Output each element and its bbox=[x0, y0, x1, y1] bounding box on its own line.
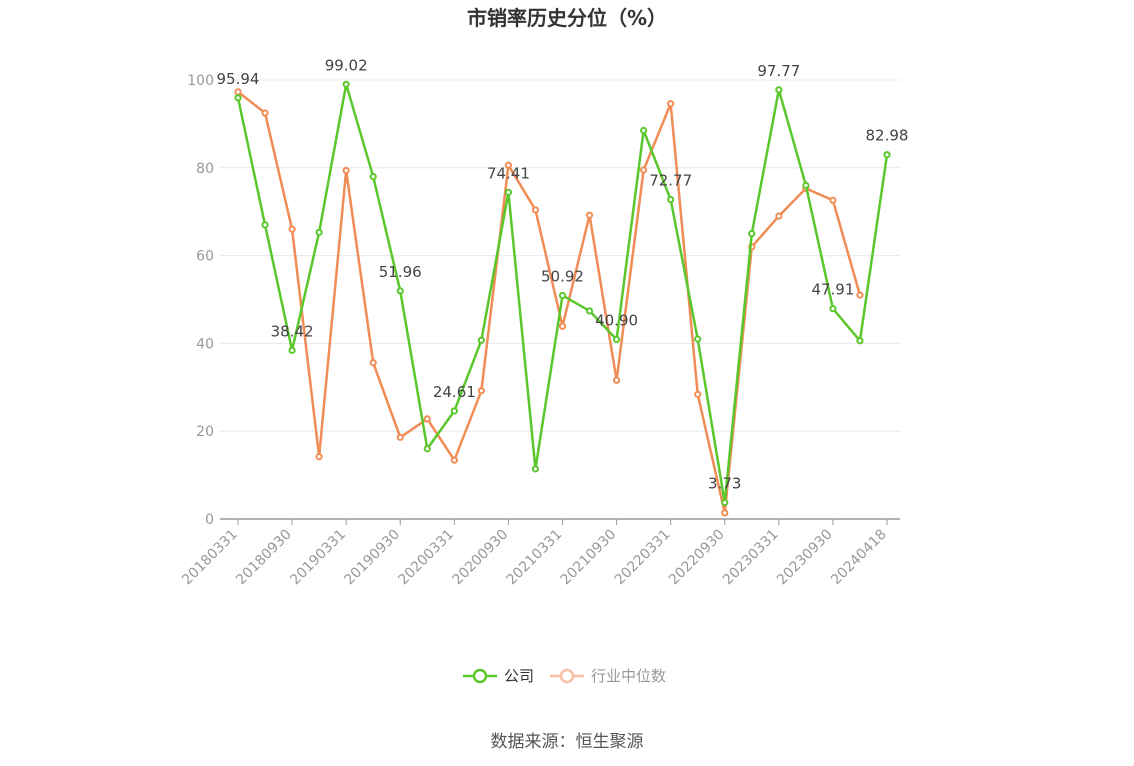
legend-item-industry: 行业中位数 bbox=[550, 667, 666, 685]
data-label: 74.41 bbox=[487, 164, 530, 182]
data-label: 51.96 bbox=[379, 263, 422, 281]
data-label: 97.77 bbox=[757, 62, 800, 80]
data-point bbox=[802, 181, 810, 189]
data-point bbox=[829, 196, 837, 204]
data-point bbox=[829, 305, 837, 313]
legend-item-company: 公司 bbox=[463, 667, 534, 685]
x-tick-label: 20220930 bbox=[666, 527, 728, 589]
grid bbox=[220, 79, 900, 432]
data-point bbox=[288, 225, 296, 233]
x-tick-label: 20190331 bbox=[287, 527, 349, 589]
data-point bbox=[612, 376, 621, 384]
data-label: 72.77 bbox=[649, 172, 692, 190]
legend-marker bbox=[472, 668, 488, 684]
x-tick-label: 20240418 bbox=[828, 527, 890, 589]
x-tick-label: 20210331 bbox=[504, 527, 566, 589]
data-point bbox=[450, 407, 458, 415]
data-point bbox=[261, 221, 269, 229]
x-tick-label: 20180930 bbox=[233, 527, 295, 589]
x-tick-label: 20190930 bbox=[341, 527, 403, 589]
data-point bbox=[640, 126, 648, 135]
data-point bbox=[640, 166, 648, 174]
data-labels: 95.94 38.42 99.02 51.96 24.61 74.41 50.92 40.90… bbox=[217, 56, 909, 492]
data-point bbox=[396, 287, 404, 295]
data-label: 47.91 bbox=[811, 281, 854, 299]
data-point bbox=[450, 456, 458, 464]
x-tick-label: 20210930 bbox=[558, 527, 620, 589]
data-label: 38.42 bbox=[271, 322, 314, 340]
y-tick-label: 100 bbox=[187, 73, 214, 89]
data-point bbox=[396, 433, 404, 441]
data-point bbox=[234, 94, 242, 102]
legend-marker bbox=[559, 668, 575, 684]
x-tick-label: 20200930 bbox=[450, 527, 512, 589]
series-layer bbox=[234, 80, 891, 517]
data-point bbox=[775, 212, 783, 220]
data-point bbox=[342, 80, 350, 88]
data-point bbox=[694, 390, 702, 398]
legend-label: 公司 bbox=[504, 667, 534, 685]
data-point bbox=[775, 86, 783, 94]
y-tick-label: 20 bbox=[196, 424, 214, 440]
x-tick-label: 20230930 bbox=[774, 527, 836, 589]
data-label: 50.92 bbox=[541, 267, 584, 285]
data-label: 24.61 bbox=[433, 383, 476, 401]
x-axis: 2018033120180930201903312019093020200331… bbox=[179, 518, 900, 589]
y-tick-label: 80 bbox=[196, 161, 214, 177]
data-point bbox=[504, 161, 513, 169]
data-label: 3.73 bbox=[708, 475, 741, 493]
y-tick-label: 40 bbox=[196, 336, 214, 352]
series-company bbox=[234, 80, 891, 507]
data-point bbox=[234, 88, 242, 96]
data-point bbox=[585, 307, 594, 315]
data-point bbox=[315, 228, 323, 236]
data-point bbox=[288, 346, 296, 354]
data-point bbox=[477, 336, 485, 344]
legend: 公司 行业中位数 bbox=[463, 667, 666, 685]
data-point bbox=[531, 465, 540, 473]
data-point bbox=[748, 230, 756, 238]
y-tick-label: 60 bbox=[196, 249, 214, 265]
data-label: 82.98 bbox=[866, 127, 909, 145]
legend-label: 行业中位数 bbox=[591, 667, 666, 685]
x-tick-label: 20220331 bbox=[612, 527, 674, 589]
data-point bbox=[261, 109, 269, 117]
x-tick-label: 20180331 bbox=[179, 527, 241, 589]
data-point bbox=[477, 387, 485, 395]
data-point bbox=[721, 509, 729, 517]
data-point bbox=[558, 322, 567, 330]
data-point bbox=[667, 100, 675, 108]
series-line bbox=[237, 90, 862, 515]
data-point bbox=[342, 166, 350, 175]
data-point bbox=[856, 291, 864, 299]
x-tick-label: 20200331 bbox=[395, 527, 457, 589]
data-point bbox=[612, 335, 621, 344]
data-point bbox=[315, 453, 323, 461]
data-point bbox=[856, 337, 864, 345]
x-tick-label: 20230331 bbox=[720, 527, 782, 589]
data-point bbox=[423, 445, 431, 453]
data-point bbox=[423, 415, 431, 423]
data-point bbox=[883, 151, 891, 159]
y-tick-label: 0 bbox=[205, 512, 214, 528]
series-industry bbox=[234, 88, 864, 517]
data-point bbox=[369, 359, 377, 367]
data-label: 95.94 bbox=[217, 70, 260, 88]
chart-title: 市销率历史分位（%） bbox=[467, 6, 667, 30]
data-point bbox=[531, 206, 540, 214]
data-label: 99.02 bbox=[325, 56, 368, 74]
data-point bbox=[369, 172, 377, 181]
source-text: 数据来源：恒生聚源 bbox=[491, 732, 644, 752]
data-point bbox=[667, 195, 675, 204]
data-point bbox=[694, 335, 702, 343]
data-point bbox=[504, 188, 513, 196]
data-point bbox=[585, 211, 594, 219]
y-axis: 0 20 40 60 80 100 bbox=[187, 73, 214, 528]
data-point bbox=[558, 291, 567, 300]
data-label: 40.90 bbox=[595, 311, 638, 329]
data-point bbox=[721, 499, 729, 507]
